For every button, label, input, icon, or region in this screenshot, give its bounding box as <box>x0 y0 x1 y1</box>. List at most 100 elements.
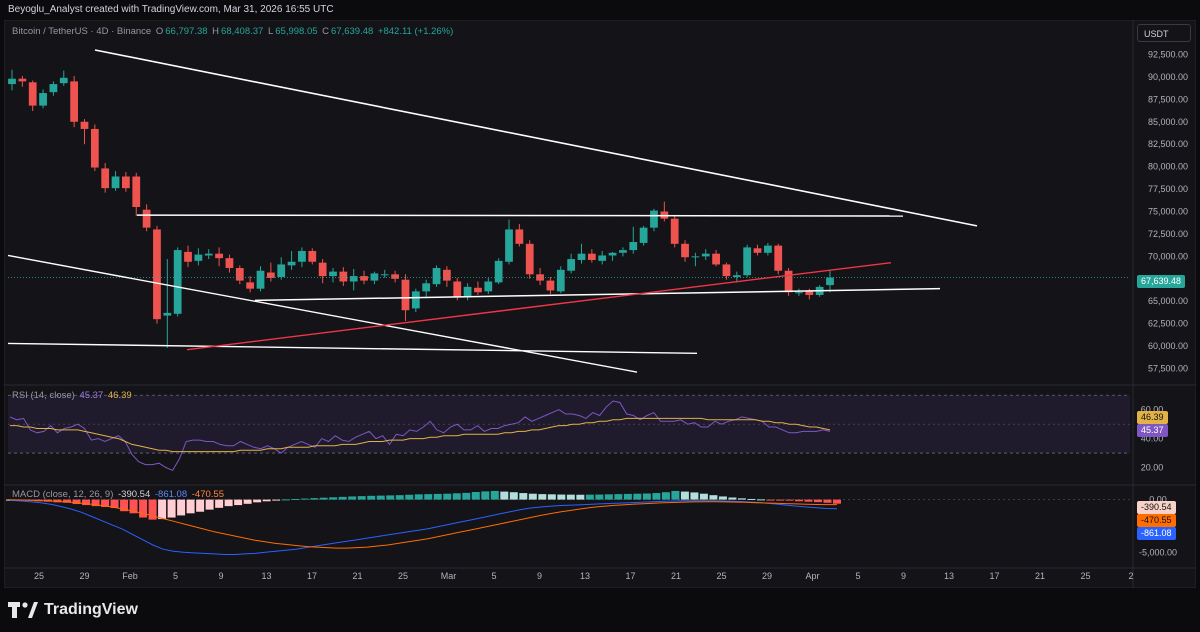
macd-histogram-bar <box>728 497 737 500</box>
macd-histogram-bar <box>804 499 813 502</box>
macd-histogram-bar <box>424 494 433 500</box>
macd-histogram-bar <box>110 499 119 509</box>
macd-signal-value: -470.55 <box>191 489 224 500</box>
candle-body <box>360 276 368 281</box>
low-value: 65,998.05 <box>275 26 318 37</box>
macd-histogram-bar <box>642 493 651 500</box>
candle-body <box>463 286 472 297</box>
rsi-series-line <box>9 400 831 472</box>
candle-body <box>670 218 679 244</box>
price-tick-label: 77,500.00 <box>1148 184 1188 194</box>
currency-selector[interactable]: USDT <box>1137 24 1191 42</box>
price-tick-label: 62,500.00 <box>1148 319 1188 329</box>
candle-body <box>235 268 244 281</box>
macd-histogram-bar <box>433 493 442 500</box>
macd-histogram-bar <box>167 499 176 518</box>
macd-histogram-bar <box>756 499 765 501</box>
candle-body <box>701 253 710 257</box>
rising-trendline <box>186 261 892 351</box>
candle-body <box>287 261 296 266</box>
macd-histogram-bar <box>414 494 423 500</box>
chart-canvas[interactable]: 92,500.00 90,000.00 87,500.00 85,000.00 82,5… <box>0 20 1200 590</box>
macd-histogram-bar <box>519 493 528 500</box>
macd-histogram-bar <box>462 492 471 500</box>
candle-body <box>298 250 306 262</box>
rsi-ma-value: 46.39 <box>107 390 132 401</box>
candle-body <box>349 276 358 282</box>
open-value: 66,797.38 <box>165 26 208 37</box>
candle-body <box>411 291 420 309</box>
candle-body <box>204 253 213 256</box>
candle-body <box>39 93 47 106</box>
macd-histogram-bar <box>671 490 680 500</box>
candle-body <box>525 243 534 275</box>
header-bar: Beyoglu_Analyst created with TradingView… <box>0 0 1200 20</box>
candle-body <box>494 260 503 283</box>
macd-histogram-bar <box>585 494 594 500</box>
macd-histogram-bar <box>348 496 357 500</box>
macd-histogram-bar <box>329 497 338 500</box>
macd-histogram-bar <box>614 494 623 500</box>
macd-histogram-bar <box>72 499 81 505</box>
candle-body <box>536 274 544 281</box>
candle-body <box>826 277 834 286</box>
candle-body <box>277 264 286 278</box>
macd-histogram-bar <box>490 490 499 500</box>
descending-trendline-lower <box>7 254 638 373</box>
time-axis-label: 13 <box>580 571 590 581</box>
macd-histogram-bar <box>177 499 186 516</box>
candle-body <box>225 258 234 269</box>
time-axis-label: 21 <box>352 571 362 581</box>
open-label: O <box>155 26 164 37</box>
macd-histogram-bar <box>538 494 547 500</box>
candle-body <box>712 253 720 265</box>
candle-body <box>18 78 27 82</box>
macd-histogram-bar <box>253 499 262 503</box>
candle-body <box>474 287 482 293</box>
symbol-name: Bitcoin / TetherUS · 4D · Binance <box>12 26 152 37</box>
chart-frame[interactable] <box>4 20 1196 588</box>
candle-body <box>608 252 617 256</box>
macd-histogram-bar <box>528 493 537 500</box>
macd-histogram-bar <box>215 499 224 508</box>
candle-body <box>380 274 389 276</box>
macd-histogram-bar <box>120 499 129 512</box>
candle-body <box>142 209 151 228</box>
time-axis-label: 21 <box>671 571 681 581</box>
time-axis-label: 29 <box>79 571 89 581</box>
tradingview-logo-text: TradingView <box>44 601 138 618</box>
candle-body <box>256 270 265 289</box>
low-label: L <box>267 26 274 37</box>
macd-histogram-bar <box>604 494 613 500</box>
time-axis-label: Feb <box>122 571 138 581</box>
change-value: +842.11 (+1.26%) <box>377 26 454 37</box>
candle-body <box>370 273 379 281</box>
candle-body <box>246 282 255 289</box>
support-line <box>254 287 941 302</box>
macd-histogram-bar <box>443 493 452 500</box>
macd-histogram-bar <box>310 498 319 500</box>
tradingview-logo[interactable]: TradingView <box>8 601 138 619</box>
macd-histogram-bar <box>139 499 148 518</box>
macd-histogram-bar <box>633 493 642 500</box>
symbol-legend: Bitcoin / TetherUS · 4D · Binance O 66,79… <box>12 26 455 37</box>
candle-body <box>122 176 130 189</box>
candle-body <box>132 176 141 208</box>
time-axis-label: 2 <box>1128 571 1133 581</box>
price-tick-label: 90,000.00 <box>1148 72 1188 82</box>
macd-histogram-bar <box>376 495 385 500</box>
descending-trendline-upper <box>94 49 978 227</box>
time-axis-label: 5 <box>491 571 496 581</box>
macd-histogram-bar <box>509 492 518 500</box>
time-axis-label: 17 <box>307 571 317 581</box>
candle-body <box>515 229 524 244</box>
time-axis-label: 17 <box>989 571 999 581</box>
candle-body <box>401 279 410 311</box>
macd-histogram-bar <box>405 494 414 500</box>
price-tick-label: 85,000.00 <box>1148 117 1188 127</box>
time-axis-label: 17 <box>625 571 635 581</box>
candle-body <box>329 271 337 277</box>
price-tick-label: 72,500.00 <box>1148 229 1188 239</box>
close-label: C <box>322 26 330 37</box>
candle-body <box>80 121 89 129</box>
